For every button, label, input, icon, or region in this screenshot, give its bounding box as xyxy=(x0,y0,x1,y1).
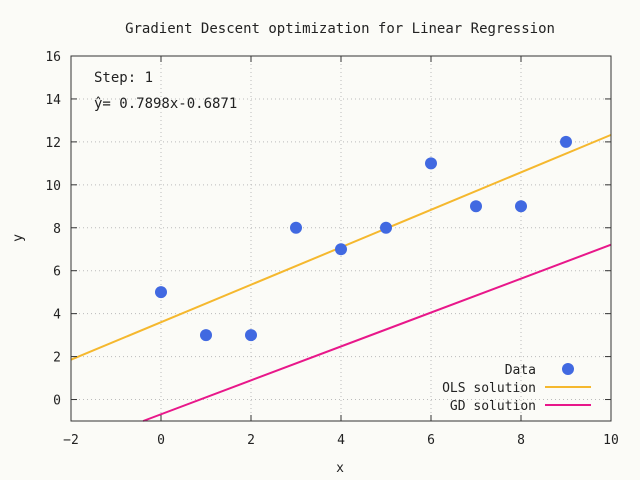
y-tick-label: 8 xyxy=(53,222,61,237)
gd-line xyxy=(142,243,612,422)
x-tick-label: 4 xyxy=(337,433,345,448)
axis-ticks: −2 0 2 4 6 8 10 0 2 4 6 8 10 12 14 16 xyxy=(45,50,618,448)
equation-annotation: ŷ= 0.7898x-0.6871 xyxy=(94,96,237,112)
chart-title: Gradient Descent optimization for Linear… xyxy=(125,21,555,37)
data-points xyxy=(155,135,572,342)
data-point xyxy=(515,200,527,213)
step-annotation: Step: 1 xyxy=(94,70,153,86)
data-point xyxy=(290,221,302,234)
x-tick-label: 10 xyxy=(603,433,619,448)
y-tick-label: 10 xyxy=(45,179,61,194)
y-tick-label: 0 xyxy=(53,394,61,409)
y-tick-label: 4 xyxy=(53,308,61,323)
regression-lines xyxy=(70,133,612,422)
legend-data-label: Data xyxy=(505,363,536,378)
y-tick-label: 16 xyxy=(45,50,61,65)
x-tick-label: 8 xyxy=(517,433,525,448)
data-point xyxy=(470,200,482,213)
x-tick-label: −2 xyxy=(63,433,79,448)
y-axis-label: y xyxy=(11,234,26,242)
data-point xyxy=(200,329,212,342)
data-point xyxy=(560,135,572,148)
x-tick-label: 6 xyxy=(427,433,435,448)
y-tick-label: 14 xyxy=(45,93,61,108)
grid-lines xyxy=(71,56,611,421)
x-tick-label: 0 xyxy=(157,433,165,448)
legend: Data OLS solution GD solution xyxy=(442,363,591,414)
y-tick-label: 6 xyxy=(53,265,61,280)
legend-ols-label: OLS solution xyxy=(442,381,536,396)
data-point xyxy=(425,157,437,170)
legend-data-marker xyxy=(562,363,574,375)
data-point xyxy=(335,243,347,256)
y-tick-label: 2 xyxy=(53,351,61,366)
legend-gd-label: GD solution xyxy=(450,399,536,414)
y-tick-label: 12 xyxy=(45,136,61,151)
x-tick-label: 2 xyxy=(247,433,255,448)
data-point xyxy=(380,221,392,234)
x-axis-label: x xyxy=(336,461,344,476)
data-point xyxy=(155,286,167,299)
data-point xyxy=(245,329,257,342)
